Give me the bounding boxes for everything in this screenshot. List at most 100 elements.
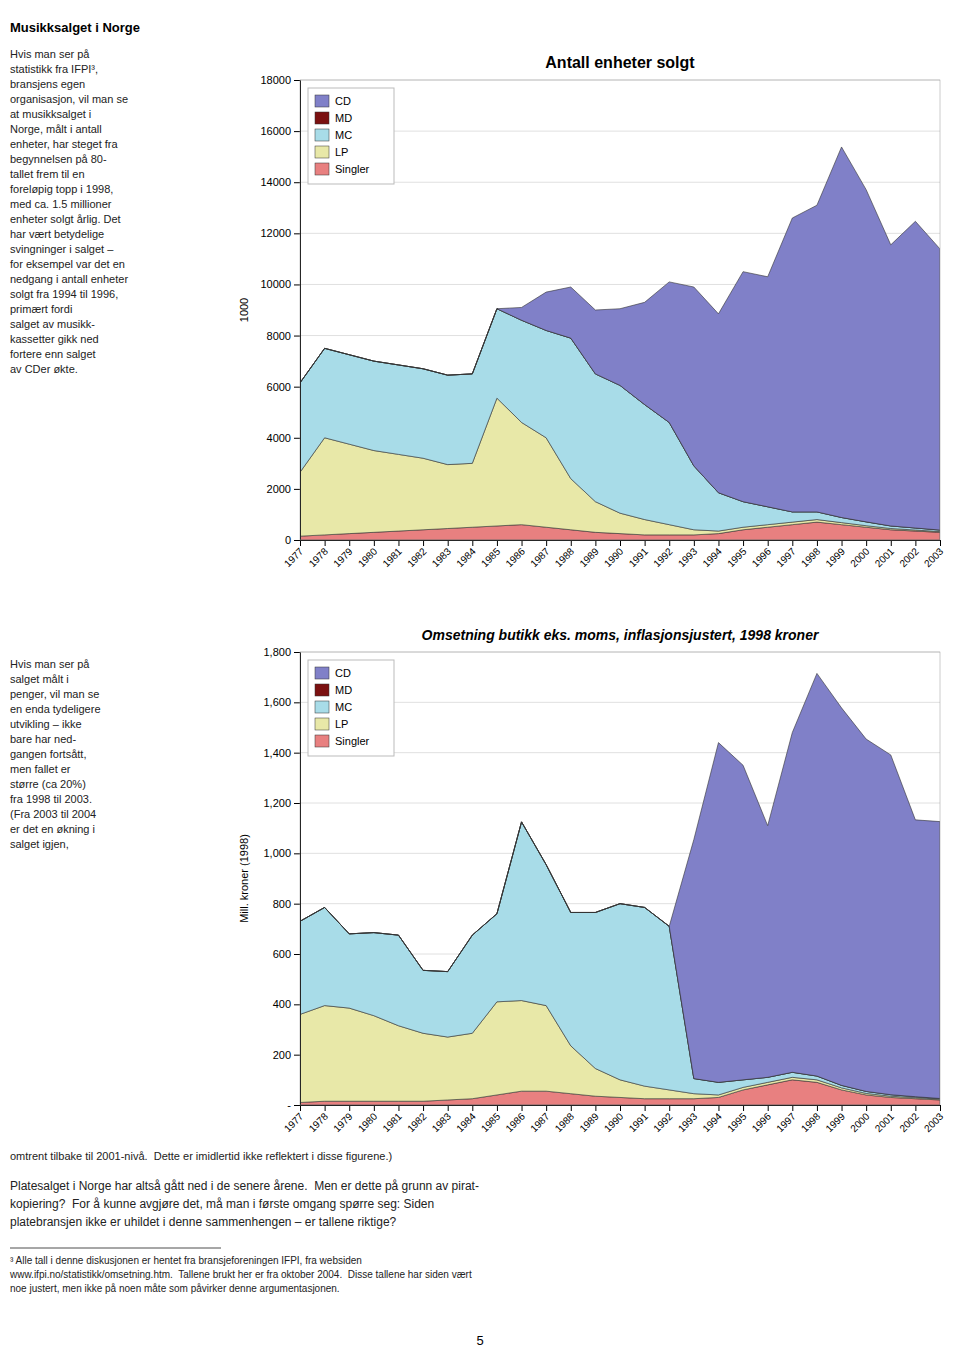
y-tick-label: 1,600	[263, 696, 291, 708]
legend-item: CD	[315, 95, 351, 107]
paragraph-line: fortere enn salget	[10, 348, 96, 360]
x-tick-mark	[472, 540, 473, 546]
y-tick-label: 1,000	[263, 847, 291, 859]
paragraph-line: begynnelsen på 80-	[10, 153, 107, 165]
x-tick-mark	[669, 540, 670, 546]
paragraph-line: Platesalget i Norge har altså gått ned i…	[10, 1179, 479, 1193]
x-tick-label: 1999	[823, 1110, 847, 1134]
y-tick: 12000	[260, 227, 300, 239]
legend-swatch	[315, 146, 329, 158]
x-tick-label: 1997	[774, 545, 798, 569]
y-tick-mark	[294, 182, 300, 183]
x-tick: 1980	[356, 1105, 380, 1134]
y-tick-label: 200	[273, 1049, 291, 1061]
x-tick-label: 2001	[873, 545, 897, 569]
y-tick-label: 1,400	[263, 747, 291, 759]
y-tick: 1,400	[263, 747, 300, 759]
x-tick: 1982	[405, 540, 429, 569]
legend-label: MC	[335, 129, 352, 141]
legend-item: MC	[315, 701, 352, 713]
y-tick-mark	[294, 853, 300, 854]
x-tick-mark	[620, 540, 621, 546]
y-tick-label: 1,200	[263, 797, 291, 809]
x-tick-mark	[645, 1105, 646, 1111]
x-tick-mark	[497, 1105, 498, 1111]
x-tick-label: 1980	[356, 545, 380, 569]
x-tick: 2003	[922, 1105, 946, 1134]
grid	[300, 80, 940, 540]
x-tick-label: 2002	[897, 1110, 921, 1134]
x-tick-label: 1994	[700, 1110, 724, 1134]
y-tick-mark	[294, 702, 300, 703]
x-tick: 1991	[627, 1105, 651, 1134]
legend-box	[308, 88, 394, 184]
y-tick-mark	[294, 1105, 300, 1106]
paragraph-line: salget igjen,	[10, 838, 69, 850]
x-tick-mark	[891, 540, 892, 546]
x-tick-label: 1977	[282, 545, 306, 569]
x-tick-mark	[718, 1105, 719, 1111]
x-tick-mark	[497, 540, 498, 546]
x-tick-label: 1996	[750, 545, 774, 569]
x-tick-mark	[842, 1105, 843, 1111]
x-tick-label: 1986	[503, 545, 527, 569]
x-tick: 1981	[380, 1105, 404, 1134]
legend-item: MD	[315, 112, 352, 124]
x-tick: 1994	[700, 1105, 724, 1134]
x-tick-mark	[300, 1105, 301, 1111]
y-tick: 6000	[267, 381, 300, 393]
x-tick: 2001	[873, 1105, 897, 1134]
x-tick-mark	[718, 540, 719, 546]
y-tick: 10000	[260, 278, 300, 290]
x-tick: 1996	[750, 540, 774, 569]
x-tick-label: 1998	[799, 545, 823, 569]
x-tick-label: 1979	[331, 1110, 355, 1134]
paragraph-line: bransjens egen	[10, 78, 85, 90]
y-tick-mark	[294, 803, 300, 804]
y-tick-label: 8000	[267, 330, 291, 342]
y-tick-label: 400	[273, 998, 291, 1010]
legend-swatch	[315, 701, 329, 713]
y-tick-mark	[294, 131, 300, 132]
legend-label: MC	[335, 701, 352, 713]
x-tick: 1995	[725, 540, 749, 569]
x-tick-mark	[792, 540, 793, 546]
x-tick-label: 1989	[577, 545, 601, 569]
y-tick-mark	[294, 540, 300, 541]
x-tick: 1992	[651, 540, 675, 569]
y-tick-label: 6000	[267, 381, 291, 393]
paragraph-line: salget av musikk-	[10, 318, 95, 330]
x-tick-mark	[571, 540, 572, 546]
x-tick-mark	[595, 1105, 596, 1111]
y-tick: 14000	[260, 176, 300, 188]
legend-box	[308, 660, 394, 756]
y-tick-label: 0	[285, 534, 291, 546]
paragraph-line: av CDer økte.	[10, 363, 78, 375]
chart: 0200040006000800010000120001400016000180…	[238, 54, 946, 569]
x-tick-label: 1987	[528, 545, 552, 569]
paragraph-line: penger, vil man se	[10, 688, 99, 700]
y-tick: 16000	[260, 125, 300, 137]
x-tick: 1978	[307, 1105, 331, 1134]
axis-line	[301, 1106, 941, 1112]
x-tick-label: 1998	[799, 1110, 823, 1134]
paragraph: omtrent tilbake til 2001-nivå. Dette er …	[10, 1150, 392, 1162]
y-tick-label: 600	[273, 948, 291, 960]
paragraph-line: Hvis man ser på	[10, 48, 90, 60]
x-tick: 1998	[799, 1105, 823, 1134]
paragraph: Hvis man ser påsalget målt ipenger, vil …	[10, 658, 101, 850]
x-tick-label: 1997	[774, 1110, 798, 1134]
x-tick: 1990	[602, 1105, 626, 1134]
x-tick-label: 1983	[430, 1110, 454, 1134]
x-tick-label: 1980	[356, 1110, 380, 1134]
x-tick-label: 1978	[307, 1110, 331, 1134]
x-tick-label: 1990	[602, 1110, 626, 1134]
x-tick-label: 1982	[405, 545, 429, 569]
x-tick-mark	[694, 1105, 695, 1111]
x-tick-label: 2002	[897, 545, 921, 569]
y-tick-label: 10000	[260, 278, 291, 290]
y-tick-mark	[294, 438, 300, 439]
legend-item: MD	[315, 684, 352, 696]
y-tick-mark	[294, 1004, 300, 1005]
y-axis-title: 1000	[238, 298, 250, 322]
